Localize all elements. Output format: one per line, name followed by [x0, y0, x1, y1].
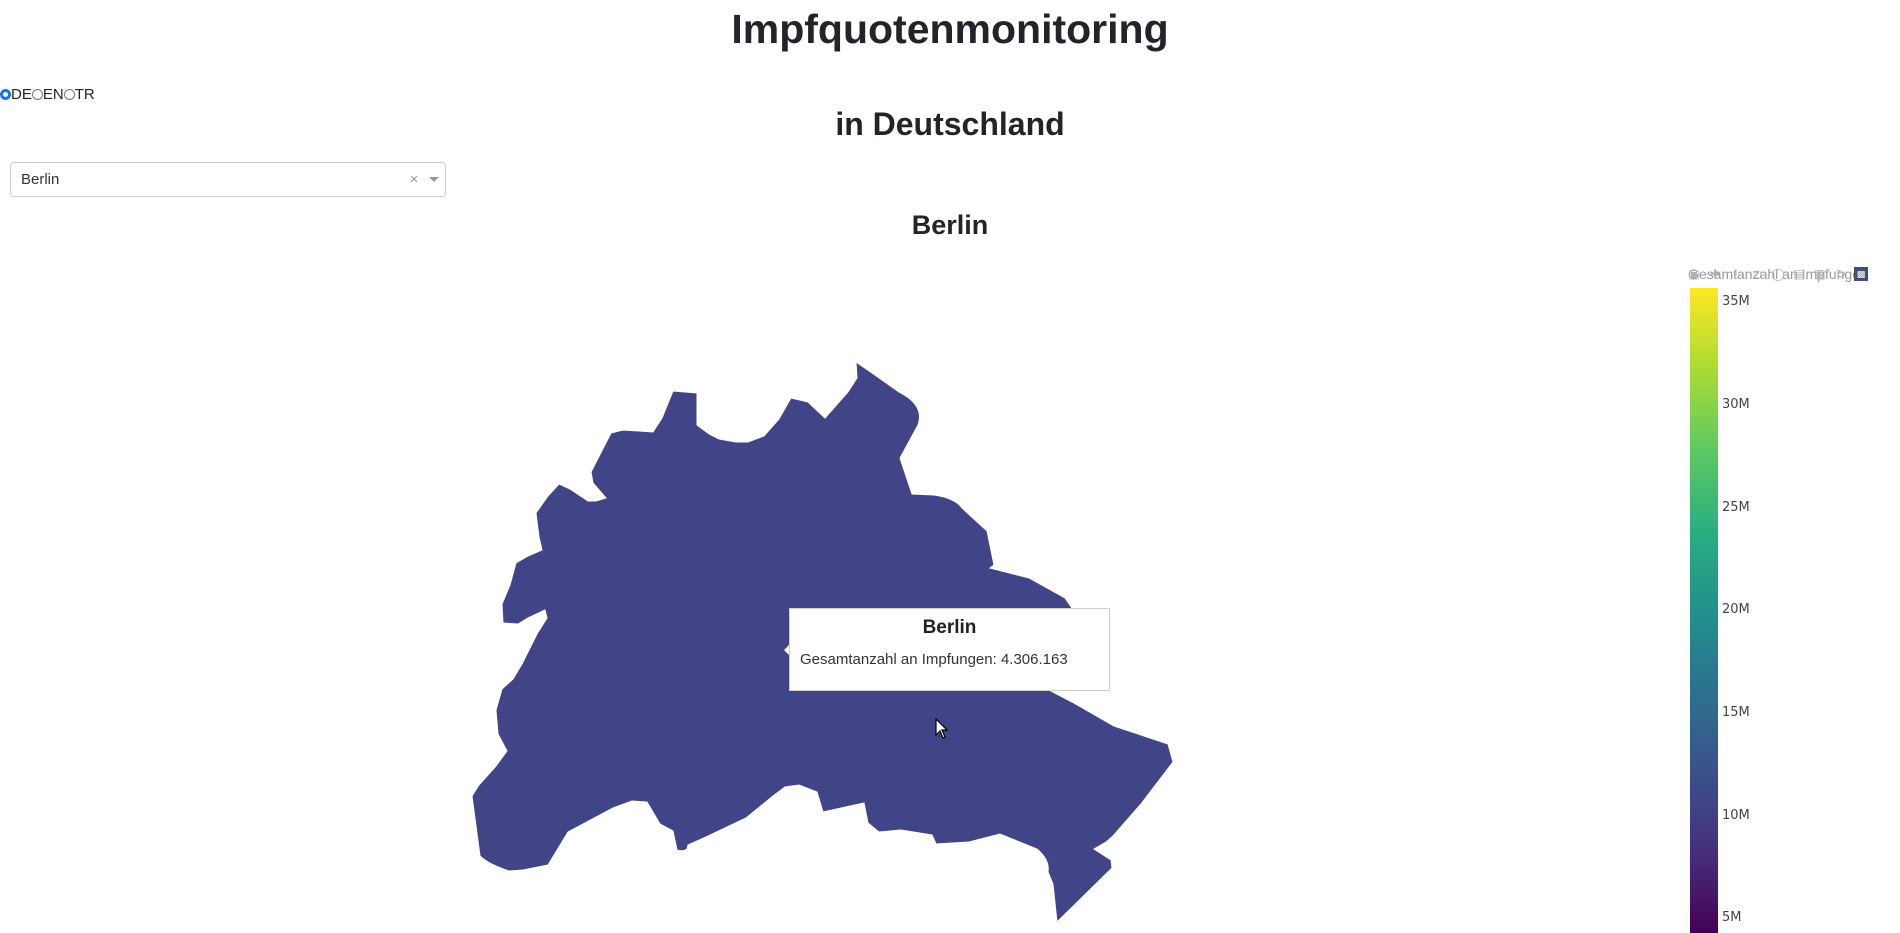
language-label-en: EN: [42, 85, 64, 103]
hover-tooltip: Berlin Gesamtanzahl an Impfungen: 4.306.…: [789, 608, 1110, 691]
colorbar-title: Gesamtanzahl an Impfungen: [1688, 266, 1868, 282]
colorbar-tick: 30M: [1722, 397, 1750, 412]
language-selector: DE EN TR: [0, 84, 95, 104]
colorbar-tick: 10M: [1722, 808, 1750, 823]
language-option-en[interactable]: EN: [31, 85, 64, 103]
colorbar-tick: 5M: [1722, 910, 1742, 925]
reset-icon[interactable]: ↻: [1835, 267, 1847, 281]
plot-modebar: ▣ ✚ ⋮ □ ◯ ▤ ▦ ↻ ▩: [1686, 266, 1868, 282]
tooltip-pointer: [784, 644, 790, 656]
chevron-down-icon[interactable]: [423, 163, 445, 196]
lasso-icon[interactable]: ◯: [1771, 267, 1785, 281]
page-title: Impfquotenmonitoring: [731, 6, 1169, 52]
camera-icon[interactable]: ▣: [1688, 267, 1700, 281]
radio-de[interactable]: [0, 88, 11, 100]
pan-icon[interactable]: ⋮: [1730, 267, 1742, 281]
select-icon[interactable]: □: [1753, 267, 1761, 281]
language-option-tr[interactable]: TR: [63, 85, 95, 103]
tooltip-text: Gesamtanzahl an Impfungen: 4.306.163: [800, 651, 1068, 668]
language-label-tr: TR: [74, 85, 95, 103]
radio-tr[interactable]: [63, 88, 75, 100]
colorbar: [1690, 288, 1718, 933]
language-label-de: DE: [11, 85, 32, 103]
zoom-in-icon[interactable]: ▤: [1793, 267, 1805, 281]
colorbar-tick: 20M: [1722, 602, 1750, 617]
colorbar-tick: 35M: [1722, 294, 1750, 309]
plotly-logo-icon[interactable]: ▩: [1854, 267, 1868, 281]
language-option-de[interactable]: DE: [0, 86, 32, 103]
mouse-cursor-icon: [935, 718, 949, 739]
radio-en[interactable]: [31, 88, 43, 100]
zoom-out-icon[interactable]: ▦: [1814, 267, 1826, 281]
map-title: Berlin: [911, 210, 989, 240]
zoom-icon[interactable]: ✚: [1709, 267, 1721, 281]
clear-icon[interactable]: ×: [409, 171, 419, 188]
region-dropdown[interactable]: Berlin ×: [10, 162, 446, 197]
colorbar-tick: 25M: [1722, 500, 1750, 515]
colorbar-tick: 15M: [1722, 705, 1750, 720]
page-subtitle: in Deutschland: [835, 106, 1065, 142]
region-dropdown-value: Berlin: [21, 171, 60, 188]
tooltip-title: Berlin: [922, 617, 977, 638]
